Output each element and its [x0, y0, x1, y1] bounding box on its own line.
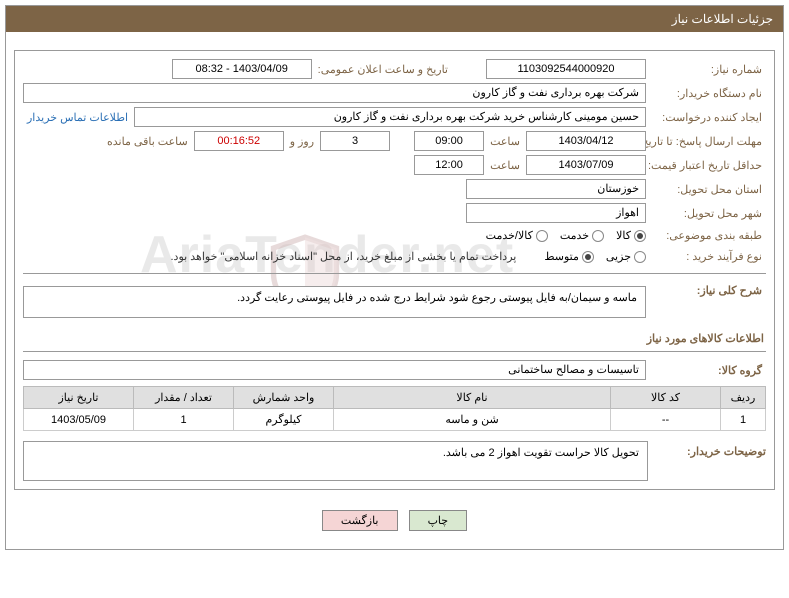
min-validity-date: 1403/07/09 — [526, 155, 646, 175]
back-button[interactable]: بازگشت — [322, 510, 398, 531]
process-note: پرداخت تمام یا بخشی از مبلغ خرید، از محل… — [167, 248, 521, 265]
remaining-label: ساعت باقی مانده — [103, 133, 192, 150]
table-row: 1 -- شن و ماسه کیلوگرم 1 1403/05/09 — [24, 409, 766, 431]
need-number-label: شماره نیاز: — [648, 61, 766, 78]
radio-icon — [634, 230, 646, 242]
radio-goods[interactable]: کالا — [616, 229, 646, 242]
radio-icon — [536, 230, 548, 242]
requester-label: ایجاد کننده درخواست: — [648, 109, 766, 126]
cell-code: -- — [611, 409, 721, 431]
radio-service-label: خدمت — [560, 229, 589, 242]
cell-row: 1 — [721, 409, 766, 431]
buyer-notes-label: توضیحات خریدار: — [648, 441, 766, 458]
time-label-1: ساعت — [486, 133, 524, 150]
province-label: استان محل تحویل: — [648, 181, 766, 198]
general-desc-label: شرح کلی نیاز: — [648, 282, 766, 299]
requester-value: حسین مومینی کارشناس خرید شرکت بهره بردار… — [134, 107, 646, 127]
radio-goods-service[interactable]: کالا/خدمت — [486, 229, 548, 242]
countdown-value: 00:16:52 — [194, 131, 284, 151]
radio-goods-service-label: کالا/خدمت — [486, 229, 533, 242]
days-and-label: روز و — [286, 133, 318, 150]
page-title: جزئیات اطلاعات نیاز — [6, 6, 783, 32]
buyer-notes-value: تحویل کالا حراست تقویت اهواز 2 می باشد. — [23, 441, 648, 481]
print-button[interactable]: چاپ — [409, 510, 468, 531]
goods-group-label: گروه کالا: — [648, 362, 766, 379]
province-value: خوزستان — [466, 179, 646, 199]
radio-icon — [592, 230, 604, 242]
deadline-send-time: 09:00 — [414, 131, 484, 151]
category-label: طبقه بندی موضوعی: — [648, 227, 766, 244]
buyer-org-label: نام دستگاه خریدار: — [648, 85, 766, 102]
th-name: نام کالا — [334, 387, 611, 409]
radio-partial[interactable]: جزیی — [606, 250, 646, 263]
announce-value: 1403/04/09 - 08:32 — [172, 59, 312, 79]
deadline-send-date: 1403/04/12 — [526, 131, 646, 151]
general-desc-value: ماسه و سیمان/به فایل پیوستی رجوع شود شرا… — [23, 286, 646, 318]
radio-medium[interactable]: متوسط — [544, 250, 594, 263]
th-code: کد کالا — [611, 387, 721, 409]
goods-group-value: تاسیسات و مصالح ساختمانی — [23, 360, 646, 380]
goods-table: ردیف کد کالا نام کالا واحد شمارش تعداد /… — [23, 386, 766, 431]
min-validity-time: 12:00 — [414, 155, 484, 175]
radio-icon — [634, 251, 646, 263]
th-unit: واحد شمارش — [234, 387, 334, 409]
cell-date: 1403/05/09 — [24, 409, 134, 431]
th-qty: تعداد / مقدار — [134, 387, 234, 409]
process-label: نوع فرآیند خرید : — [648, 248, 766, 265]
cell-qty: 1 — [134, 409, 234, 431]
radio-medium-label: متوسط — [544, 250, 579, 263]
city-value: اهواز — [466, 203, 646, 223]
deadline-send-label: مهلت ارسال پاسخ: تا تاریخ: — [648, 133, 766, 150]
min-validity-label: حداقل تاریخ اعتبار قیمت: تا تاریخ: — [648, 157, 766, 174]
radio-icon — [582, 251, 594, 263]
buyer-org-value: شرکت بهره برداری نفت و گاز کارون — [23, 83, 646, 103]
cell-unit: کیلوگرم — [234, 409, 334, 431]
th-date: تاریخ نیاز — [24, 387, 134, 409]
radio-goods-label: کالا — [616, 229, 631, 242]
radio-partial-label: جزیی — [606, 250, 631, 263]
goods-info-title: اطلاعات کالاهای مورد نیاز — [23, 326, 766, 351]
need-number-value: 1103092544000920 — [486, 59, 646, 79]
days-count: 3 — [320, 131, 390, 151]
cell-name: شن و ماسه — [334, 409, 611, 431]
contact-buyer-link[interactable]: اطلاعات تماس خریدار — [23, 111, 132, 124]
radio-service[interactable]: خدمت — [560, 229, 604, 242]
th-row: ردیف — [721, 387, 766, 409]
time-label-2: ساعت — [486, 157, 524, 174]
announce-label: تاریخ و ساعت اعلان عمومی: — [314, 61, 452, 78]
city-label: شهر محل تحویل: — [648, 205, 766, 222]
